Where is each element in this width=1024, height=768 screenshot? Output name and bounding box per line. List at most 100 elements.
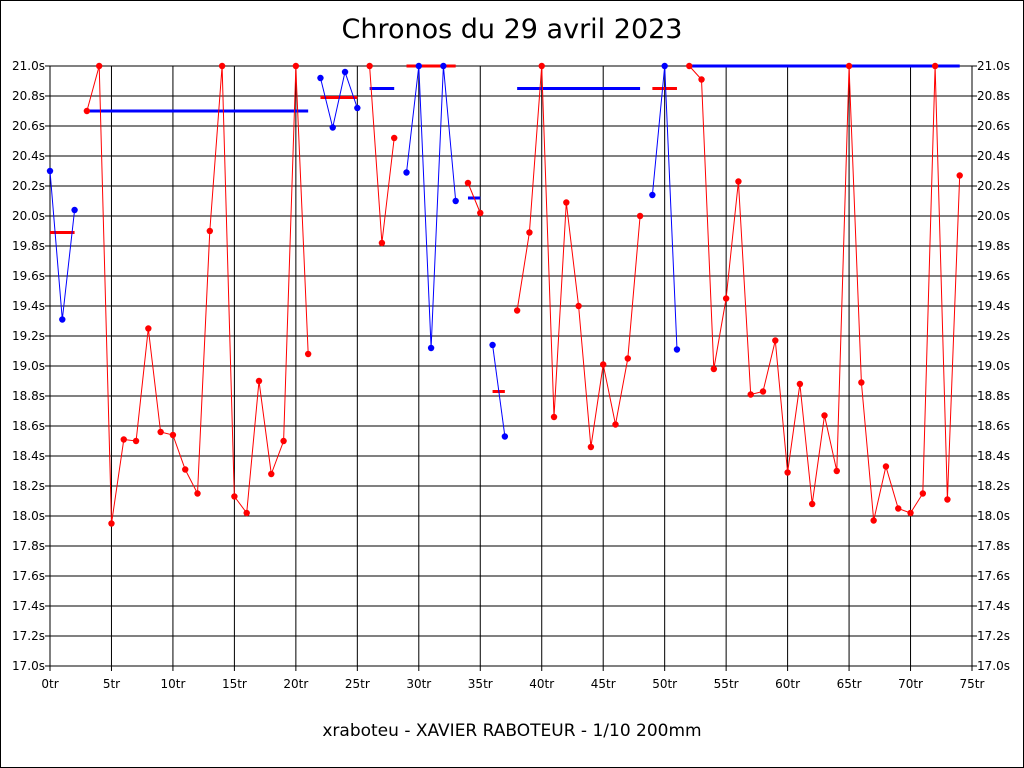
lap-point xyxy=(46,167,54,175)
lap-point xyxy=(108,520,115,527)
y-tick-label-right: 18.2s xyxy=(977,479,1010,493)
y-tick-label-right: 20.0s xyxy=(977,209,1010,223)
y-tick-label-right: 17.6s xyxy=(977,569,1010,583)
y-tick-label-right: 17.2s xyxy=(977,629,1010,643)
y-tick-label: 18.8s xyxy=(12,389,45,403)
lap-point xyxy=(772,337,779,344)
lap-point xyxy=(526,229,533,236)
x-tick-label: 65tr xyxy=(837,677,862,691)
x-tick-label: 45tr xyxy=(591,677,616,691)
lap-point xyxy=(194,490,201,497)
lap-series xyxy=(46,62,963,527)
lap-line xyxy=(86,65,309,524)
lap-point xyxy=(649,191,656,199)
lap-point xyxy=(956,172,963,179)
y-tick-label-right: 18.8s xyxy=(977,389,1010,403)
y-tick-label: 19.0s xyxy=(12,359,45,373)
lap-point xyxy=(575,302,582,310)
x-tick-label: 15tr xyxy=(222,677,247,691)
y-tick-label: 18.4s xyxy=(12,449,45,463)
y-axis-left-ticks: 17.0s 17.2s 17.4s 17.6s 17.8s 18.0s 18.2s 18.4s… xyxy=(12,59,45,673)
lap-line xyxy=(320,70,358,128)
lap-point xyxy=(563,199,570,206)
x-tick-label: 25tr xyxy=(345,677,370,691)
y-tick-label-right: 20.8s xyxy=(977,89,1010,103)
lap-point xyxy=(354,104,361,112)
lap-point xyxy=(304,350,312,358)
y-tick-label: 18.6s xyxy=(12,419,45,433)
lap-line xyxy=(492,344,506,437)
lap-segment-blue xyxy=(649,62,681,353)
lap-point xyxy=(132,437,140,445)
y-tick-label: 21.0s xyxy=(12,59,45,73)
lap-point xyxy=(403,169,410,176)
lap-segment-blue xyxy=(403,62,459,352)
lap-point xyxy=(231,493,238,500)
x-tick-label: 35tr xyxy=(468,677,493,691)
y-tick-label: 17.4s xyxy=(12,599,45,613)
y-tick-label: 19.8s xyxy=(12,239,45,253)
grid-lines xyxy=(45,65,977,671)
lap-line xyxy=(467,182,481,214)
lap-point xyxy=(895,505,902,512)
y-tick-label: 19.4s xyxy=(12,299,45,313)
y-tick-label-right: 17.4s xyxy=(977,599,1010,613)
lap-point xyxy=(661,62,668,70)
lap-point xyxy=(673,346,681,353)
lap-point xyxy=(341,68,349,76)
x-tick-label: 0tr xyxy=(41,677,58,691)
x-tick-label: 20tr xyxy=(283,677,308,691)
lap-point xyxy=(95,62,103,70)
lap-point xyxy=(59,316,66,323)
y-tick-label-right: 20.6s xyxy=(977,119,1010,133)
lap-point xyxy=(440,62,447,70)
lap-point xyxy=(931,62,939,70)
lap-segment-red xyxy=(686,62,963,524)
y-tick-label: 17.0s xyxy=(12,659,45,673)
lap-point xyxy=(145,325,152,332)
x-tick-label: 10tr xyxy=(160,677,185,691)
lap-point xyxy=(710,365,718,373)
x-tick-label: 55tr xyxy=(714,677,739,691)
y-axis-right-ticks: 17.0s 17.2s 17.4s 17.6s 17.8s 18.0s 18.2s 18.4s… xyxy=(977,59,1010,673)
y-tick-label: 17.6s xyxy=(12,569,45,583)
chart-footer: xraboteu - XAVIER RABOTEUR - 1/10 200mm xyxy=(322,721,702,741)
lap-point xyxy=(218,62,226,70)
lap-point xyxy=(636,212,644,220)
lap-point xyxy=(71,206,78,214)
lap-point xyxy=(624,355,631,362)
stint-average-lines xyxy=(50,64,960,393)
lap-point xyxy=(612,421,619,428)
x-tick-label: 75tr xyxy=(960,677,985,691)
lap-point xyxy=(427,344,435,352)
lap-point xyxy=(268,470,275,478)
lap-segment-blue xyxy=(489,341,509,440)
lap-point xyxy=(513,307,521,314)
lap-point xyxy=(120,436,127,443)
y-tick-label-right: 18.6s xyxy=(977,419,1010,433)
lap-segment-red xyxy=(513,62,644,451)
lap-segment-red xyxy=(83,62,312,527)
y-tick-label: 19.2s xyxy=(12,329,45,343)
lap-point xyxy=(845,62,853,70)
y-tick-label-right: 19.6s xyxy=(977,269,1010,283)
x-tick-label: 50tr xyxy=(652,677,677,691)
x-tick-label: 5tr xyxy=(103,677,120,691)
lap-point xyxy=(870,517,877,524)
lap-point xyxy=(698,76,705,83)
x-tick-label: 30tr xyxy=(406,677,431,691)
lap-point xyxy=(415,62,422,70)
lap-point xyxy=(182,466,189,473)
x-axis-ticks: 0tr 5tr 10tr 15tr 20tr 25tr 30tr 35tr 40tr 45tr 50… xyxy=(41,677,984,691)
y-tick-label: 18.0s xyxy=(12,509,45,523)
lap-segment-blue xyxy=(317,68,361,131)
y-tick-label-right: 18.4s xyxy=(977,449,1010,463)
lap-point xyxy=(944,496,951,503)
lap-point xyxy=(83,107,91,115)
lap-point xyxy=(169,431,177,439)
lap-point xyxy=(243,509,250,517)
lap-point xyxy=(821,412,828,419)
y-tick-label: 20.2s xyxy=(12,179,45,193)
y-tick-label-right: 17.0s xyxy=(977,659,1010,673)
